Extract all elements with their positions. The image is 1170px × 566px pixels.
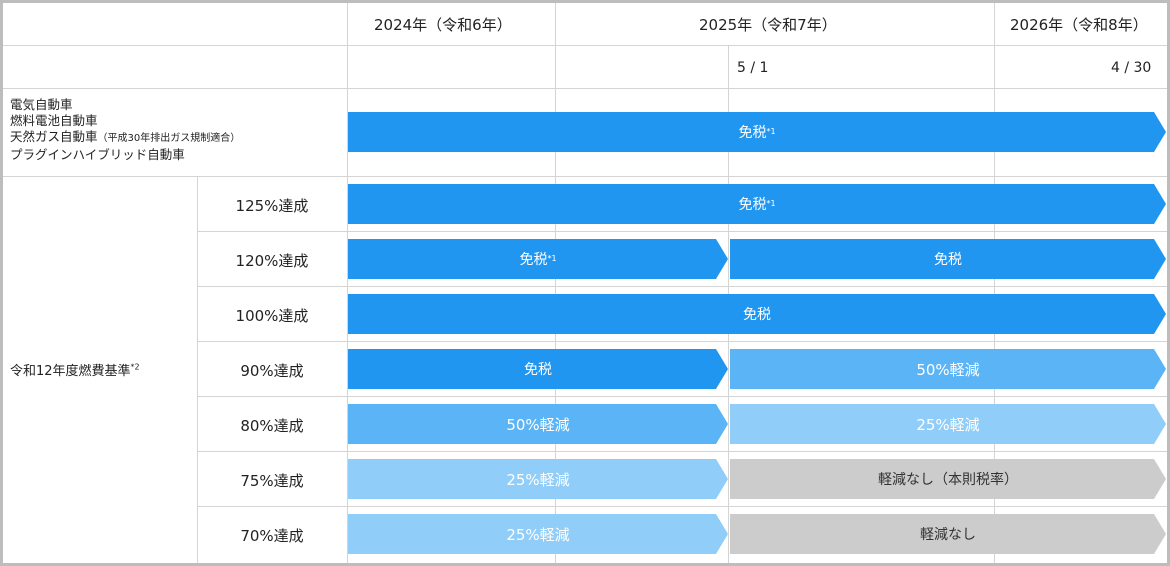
row-label-75: 75%達成	[240, 472, 304, 490]
bar-text: 免税	[738, 197, 767, 213]
bar-text: 25%軽減	[506, 525, 570, 544]
eco-vehicle-list: 電気自動車 燃料電池自動車 天然ガス自動車（平成30年排出ガス規制適合） プラグ…	[10, 97, 240, 163]
bar-text: 軽減なし	[920, 527, 976, 543]
bar-120-exempt-second: 免税	[730, 239, 1166, 279]
year-header-2025: 2025年（令和7年）	[699, 16, 837, 34]
bar-eco-vehicles-exempt: 免税 *1	[348, 112, 1166, 152]
year-header-2024: 2024年（令和6年）	[374, 16, 512, 34]
grid-line	[347, 3, 348, 563]
bar-80-reduce25: 25%軽減	[730, 404, 1166, 444]
bar-text: 免税	[738, 125, 767, 141]
row-label-125: 125%達成	[235, 197, 309, 215]
grid-line	[3, 176, 1167, 177]
bar-80-reduce50: 50%軽減	[348, 404, 728, 444]
bar-text: 50%軽減	[506, 415, 570, 434]
fuel-standard-label: 令和12年度燃費基準*2	[10, 360, 140, 379]
bar-90-reduce50: 50%軽減	[730, 349, 1166, 389]
bar-text: 免税	[519, 252, 548, 268]
grid-line	[994, 3, 995, 563]
grid-line	[3, 45, 1167, 46]
vehicle-ev: 電気自動車	[10, 97, 73, 112]
grid-line	[3, 88, 1167, 89]
grid-line	[198, 506, 1167, 507]
bar-70-no-reduction: 軽減なし	[730, 514, 1166, 554]
bar-100-exempt: 免税	[348, 294, 1166, 334]
vehicle-cng-note: （平成30年排出ガス規制適合）	[97, 133, 241, 144]
date-end: 4 / 30	[1111, 60, 1152, 76]
bar-text: 50%軽減	[916, 360, 980, 379]
footnote-mark: *2	[130, 362, 140, 372]
bar-75-no-reduction: 軽減なし（本則税率）	[730, 459, 1166, 499]
fuel-standard-text: 令和12年度燃費基準	[10, 364, 131, 379]
grid-line	[198, 396, 1167, 397]
grid-line	[198, 341, 1167, 342]
year-header-2026: 2026年（令和8年）	[1010, 16, 1148, 34]
row-label-70: 70%達成	[240, 527, 304, 545]
vehicle-phev: プラグインハイブリッド自動車	[10, 147, 185, 162]
bar-text: 免税	[743, 307, 771, 323]
row-label-90: 90%達成	[240, 362, 304, 380]
row-label-120: 120%達成	[235, 252, 309, 270]
row-label-100: 100%達成	[235, 307, 309, 325]
bar-70-reduce25: 25%軽減	[348, 514, 728, 554]
grid-line	[198, 231, 1167, 232]
bar-text: 免税	[934, 252, 962, 268]
grid-line	[198, 286, 1167, 287]
bar-text: 軽減なし（本則税率）	[878, 472, 1018, 488]
vehicle-cng: 天然ガス自動車（平成30年排出ガス規制適合）	[10, 129, 240, 147]
grid-line	[555, 3, 556, 563]
bar-text: 免税	[524, 362, 552, 378]
bar-text: 25%軽減	[916, 415, 980, 434]
bar-75-reduce25: 25%軽減	[348, 459, 728, 499]
date-start: 5 / 1	[737, 60, 769, 76]
vehicle-cng-label: 天然ガス自動車	[10, 129, 98, 144]
grid-line	[198, 451, 1167, 452]
row-label-80: 80%達成	[240, 417, 304, 435]
vehicle-fcv: 燃料電池自動車	[10, 113, 98, 128]
bar-120-exempt-first: 免税 *1	[348, 239, 728, 279]
grid-line	[197, 176, 198, 563]
bar-125-exempt: 免税 *1	[348, 184, 1166, 224]
bar-text: 25%軽減	[506, 470, 570, 489]
bar-90-exempt: 免税	[348, 349, 728, 389]
